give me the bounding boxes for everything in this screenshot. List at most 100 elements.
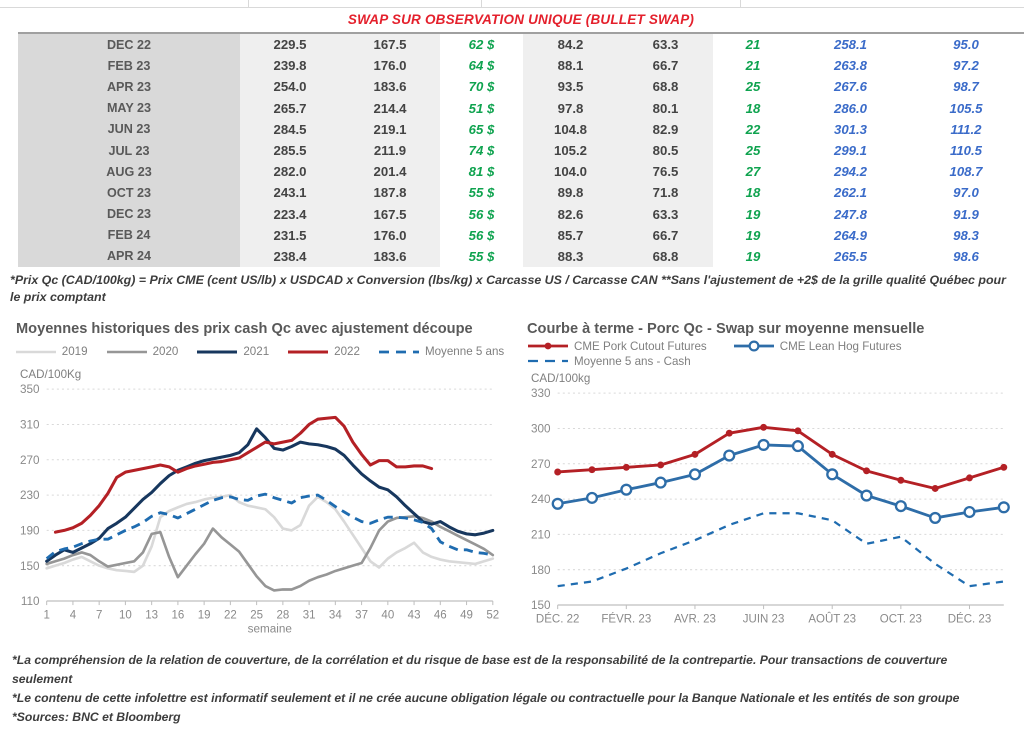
historical-prices-line-chart: 110 150 190 230 270 310 350 1 4 7 10 13 16 19 22 25 28 31… [20, 383, 499, 635]
value-cell: 93.5 [523, 76, 618, 98]
value-cell: 176.0 [340, 224, 440, 246]
value-cell: 66.7 [618, 224, 713, 246]
value-cell: 71.8 [618, 182, 713, 204]
value-cell: 285.5 [240, 139, 340, 162]
month-cell: DEC 22 [18, 34, 240, 56]
svg-text:16: 16 [171, 609, 184, 621]
value-cell: 262.1 [833, 185, 867, 201]
svg-text:34: 34 [329, 609, 342, 621]
value-cell: 110.5 [949, 143, 983, 159]
svg-text:150: 150 [20, 560, 40, 573]
svg-text:semaine: semaine [248, 622, 292, 635]
value-cell: 183.6 [340, 245, 440, 268]
value-cell: 18 [745, 185, 761, 201]
value-cell: 80.5 [618, 139, 713, 162]
month-cell: APR 23 [18, 76, 240, 98]
value-cell: 64 $ [468, 58, 495, 74]
value-cell: 97.8 [523, 97, 618, 119]
svg-text:270: 270 [20, 454, 40, 467]
svg-text:FÉVR. 23: FÉVR. 23 [601, 612, 651, 625]
value-cell: 68.8 [618, 76, 713, 98]
svg-text:310: 310 [20, 418, 40, 431]
value-cell: 97.0 [953, 185, 979, 201]
svg-text:330: 330 [531, 387, 551, 400]
value-cell: 105.5 [949, 100, 983, 116]
chart-title: Courbe à terme - Porc Qc - Swap sur moye… [527, 320, 925, 337]
table-row: JUL 23 285.5 211.9 74 $ 105.2 80.5 25 299.1 110.… [18, 139, 1024, 162]
month-cell: APR 24 [18, 245, 240, 268]
svg-text:110: 110 [21, 595, 40, 608]
table-row: APR 23 254.0 183.6 70 $ 93.5 68.8 25 267.6 98.7 [18, 76, 1024, 98]
legend-label: 2019 [61, 345, 88, 359]
value-cell: 88.1 [523, 55, 618, 77]
value-cell: 211.9 [340, 139, 440, 162]
value-cell: 167.5 [340, 34, 440, 56]
value-cell: 219.1 [340, 118, 440, 140]
value-cell: 76.5 [618, 161, 713, 183]
svg-text:AVR. 23: AVR. 23 [674, 613, 716, 625]
value-cell: 201.4 [340, 161, 440, 183]
value-cell: 229.5 [240, 34, 340, 56]
value-cell: 104.0 [523, 161, 618, 183]
value-cell: 66.7 [618, 55, 713, 77]
svg-text:25: 25 [250, 609, 263, 621]
chart-title: Moyennes historiques des prix cash Qc av… [16, 320, 473, 337]
svg-text:240: 240 [531, 493, 551, 506]
svg-text:AOÛT 23: AOÛT 23 [808, 612, 856, 625]
legend-label: 2021 [243, 345, 270, 359]
value-cell: 85.7 [523, 224, 618, 246]
svg-text:37: 37 [355, 609, 368, 621]
value-cell: 267.6 [833, 79, 867, 95]
legend-line-sample-icon [378, 350, 419, 354]
value-cell: 82.9 [618, 118, 713, 140]
legend-line-sample-icon [15, 350, 56, 354]
legend-row: CME Pork Cutout Futures CME Lean Hog Futu… [527, 340, 1014, 353]
value-cell: 55 $ [468, 248, 495, 264]
value-cell: 183.6 [340, 76, 440, 98]
month-cell: DEC 23 [18, 203, 240, 225]
chart-forward-curve: Courbe à terme - Porc Qc - Swap sur moye… [521, 319, 1014, 642]
svg-text:28: 28 [276, 609, 289, 621]
value-cell: 111.2 [950, 121, 982, 137]
table-row: FEB 23 239.8 176.0 64 $ 88.1 66.7 21 263.8 97.2 [18, 55, 1024, 77]
value-cell: 89.8 [523, 182, 618, 204]
table-row: MAY 23 265.7 214.4 51 $ 97.8 80.1 18 286.0 105.5 [18, 97, 1024, 119]
svg-text:7: 7 [96, 609, 102, 621]
value-cell: 214.4 [340, 97, 440, 119]
month-cell: FEB 23 [18, 55, 240, 77]
value-cell: 65 $ [468, 121, 495, 137]
svg-text:46: 46 [434, 609, 447, 621]
value-cell: 231.5 [240, 224, 340, 246]
svg-text:1: 1 [43, 609, 49, 621]
legend-line-sample-icon [106, 350, 147, 354]
legend-item: CME Lean Hog Futures [733, 340, 902, 353]
value-cell: 19 [745, 206, 761, 222]
value-cell: 56 $ [468, 227, 495, 243]
value-cell: 63.3 [618, 34, 713, 56]
value-cell: 82.6 [523, 203, 618, 225]
legend-label: 2020 [152, 345, 179, 359]
legend-line-sample-icon [733, 340, 774, 352]
value-cell: 81 $ [468, 164, 495, 180]
value-cell: 62 $ [468, 37, 495, 53]
value-cell: 265.5 [833, 248, 867, 264]
table-row: DEC 22 229.5 167.5 62 $ 84.2 63.3 21 258.1 95.0 [18, 34, 1024, 56]
value-cell: 88.3 [523, 245, 618, 268]
value-cell: 95.0 [953, 37, 979, 53]
table-row: FEB 24 231.5 176.0 56 $ 85.7 66.7 19 264.9 98.3 [18, 224, 1024, 246]
value-cell: 25 [745, 79, 761, 95]
value-cell: 105.2 [523, 139, 618, 162]
legend-label: CME Pork Cutout Futures [574, 339, 707, 353]
month-cell: FEB 24 [18, 224, 240, 246]
value-cell: 243.1 [240, 182, 340, 204]
svg-text:4: 4 [70, 609, 77, 621]
value-cell: 18 [745, 100, 761, 116]
legend-label: CME Lean Hog Futures [779, 339, 902, 353]
disclaimer-line: *Sources: BNC et Bloomberg [12, 710, 181, 725]
charts-section: Moyennes historiques des prix cash Qc av… [0, 307, 1024, 642]
svg-text:43: 43 [408, 609, 421, 621]
month-cell: AUG 23 [18, 161, 240, 183]
svg-text:230: 230 [20, 489, 40, 502]
table-partial-row [0, 0, 1024, 8]
table-row: OCT 23 243.1 187.8 55 $ 89.8 71.8 18 262.1 97.0 [18, 182, 1024, 204]
